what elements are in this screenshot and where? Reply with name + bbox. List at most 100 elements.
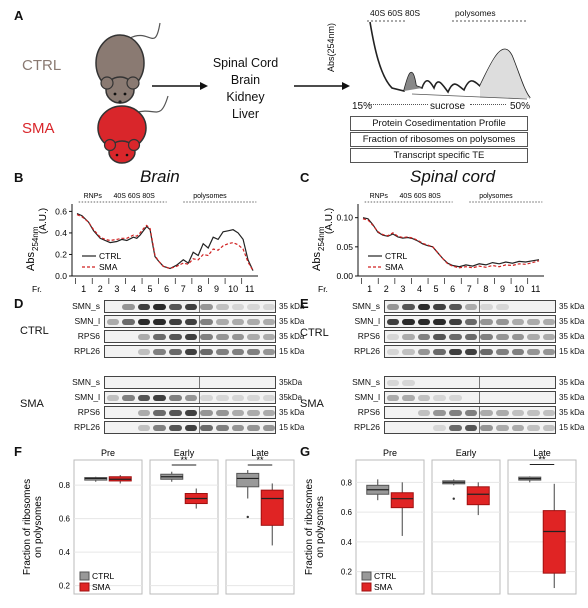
blot-band bbox=[542, 334, 556, 340]
blot-band bbox=[449, 425, 462, 431]
chart-title-spinal-cord: Spinal cord bbox=[410, 167, 496, 186]
legend-swatch bbox=[79, 582, 90, 592]
box-sma bbox=[466, 486, 490, 506]
gel-divider bbox=[198, 392, 200, 403]
blot-strip bbox=[384, 421, 556, 434]
blot-band bbox=[200, 304, 213, 310]
x-tick-label: 3 bbox=[400, 284, 405, 294]
legend-label: SMA bbox=[99, 262, 118, 272]
blot-band bbox=[184, 410, 198, 416]
blot-band bbox=[417, 349, 431, 355]
blot-strip bbox=[384, 300, 556, 313]
sma-mouse-icon bbox=[97, 95, 169, 164]
spinal-cord-fraction-boxplot: Fraction of ribosomes on polysomes 0.2 0.4 0… bbox=[304, 448, 577, 595]
blot-band bbox=[480, 319, 493, 325]
blot-band bbox=[169, 304, 182, 310]
facet-title: Late bbox=[251, 448, 269, 458]
blot-band bbox=[527, 319, 540, 325]
blot-band bbox=[402, 380, 415, 386]
blot-band bbox=[262, 319, 276, 325]
blot-band bbox=[511, 319, 525, 325]
blot-band bbox=[511, 425, 525, 431]
blot-band bbox=[247, 304, 260, 310]
gradient-low: 15% bbox=[352, 101, 373, 112]
blot-band bbox=[527, 410, 540, 416]
blot-band bbox=[247, 410, 260, 416]
facet-panel bbox=[149, 459, 219, 595]
panel-label-f: F bbox=[14, 444, 22, 459]
facet-panel bbox=[431, 459, 501, 595]
blot-band bbox=[480, 304, 493, 310]
blot-band bbox=[247, 349, 260, 355]
blot-band bbox=[137, 304, 151, 310]
facet-title: Pre bbox=[383, 448, 397, 458]
peaks-annotation: 40S 60S 80S bbox=[114, 193, 156, 200]
blot-band bbox=[216, 425, 229, 431]
blot-band bbox=[449, 349, 462, 355]
blot-band bbox=[262, 349, 276, 355]
x-tick-label: 11 bbox=[245, 284, 254, 294]
blot-band bbox=[184, 425, 198, 431]
kda-label: 35 kDa bbox=[279, 317, 305, 326]
gel-divider bbox=[478, 377, 480, 388]
facet-panel bbox=[225, 459, 295, 595]
blot-row-label: RPL26 bbox=[354, 346, 380, 356]
blot-band bbox=[169, 410, 182, 416]
x-tick-label: 8 bbox=[197, 284, 202, 294]
profile-polysomes-label: polysomes bbox=[455, 8, 496, 18]
arrow-icon-left bbox=[152, 82, 208, 90]
blot-strip bbox=[104, 406, 276, 419]
blot-band bbox=[137, 395, 151, 401]
y-tick-label: 0.2 bbox=[59, 582, 71, 591]
x-tick-label: 8 bbox=[483, 284, 488, 294]
blot-band bbox=[386, 304, 400, 310]
significance-label: ** bbox=[180, 455, 188, 465]
legend-label: CTRL bbox=[374, 571, 396, 581]
x-tick-label: 7 bbox=[181, 284, 186, 294]
blot-band bbox=[262, 410, 276, 416]
legend-label: CTRL bbox=[385, 251, 407, 261]
blot-band bbox=[200, 425, 213, 431]
blot-band bbox=[386, 349, 400, 355]
x-tick-label: 4 bbox=[131, 284, 136, 294]
blot-band bbox=[231, 425, 245, 431]
blot-row-label: RPL26 bbox=[74, 346, 100, 356]
blot-band bbox=[231, 304, 245, 310]
legend-label: SMA bbox=[374, 582, 393, 592]
blot-band bbox=[496, 349, 509, 355]
kda-label: 35kDa bbox=[279, 378, 303, 387]
x-tick-label: 9 bbox=[214, 284, 219, 294]
series-line-sma bbox=[362, 218, 540, 269]
blot-band bbox=[231, 410, 245, 416]
y-tick-label: 0.6 bbox=[59, 515, 71, 524]
kda-label: 15 kDa bbox=[559, 423, 585, 432]
blot-band bbox=[527, 425, 540, 431]
kda-label: 35 kDa bbox=[559, 332, 585, 341]
blot-band bbox=[169, 334, 182, 340]
blot-band bbox=[216, 304, 229, 310]
blot-strip bbox=[384, 345, 556, 358]
cord-sma-group-label: SMA bbox=[300, 398, 324, 410]
blot-band bbox=[480, 349, 493, 355]
gel-divider bbox=[478, 346, 480, 357]
ctrl-mouse-icon bbox=[95, 22, 161, 104]
blot-band bbox=[200, 395, 213, 401]
blot-row-label: RPL26 bbox=[74, 422, 100, 432]
legend-label: CTRL bbox=[92, 571, 114, 581]
blot-band bbox=[386, 334, 400, 340]
brain-fraction-boxplot: Fraction of ribosomes on polysomes 0.2 0.4 0… bbox=[22, 448, 295, 595]
kda-label: 35 kDa bbox=[279, 332, 305, 341]
blot-row-label: SMN_s bbox=[352, 377, 380, 387]
blot-band bbox=[184, 395, 198, 401]
x-prefix-label: Fr. bbox=[318, 284, 328, 294]
blot-band bbox=[511, 334, 525, 340]
blot-band bbox=[184, 319, 198, 325]
kda-label: 15 kDa bbox=[279, 423, 305, 432]
rnps-annotation: RNPs bbox=[84, 193, 103, 200]
blot-band bbox=[386, 395, 400, 401]
method-box: Transcript specific TE bbox=[350, 148, 528, 163]
blot-band bbox=[433, 304, 446, 310]
blot-band bbox=[464, 425, 478, 431]
blot-band bbox=[216, 349, 229, 355]
blot-band bbox=[153, 425, 166, 431]
